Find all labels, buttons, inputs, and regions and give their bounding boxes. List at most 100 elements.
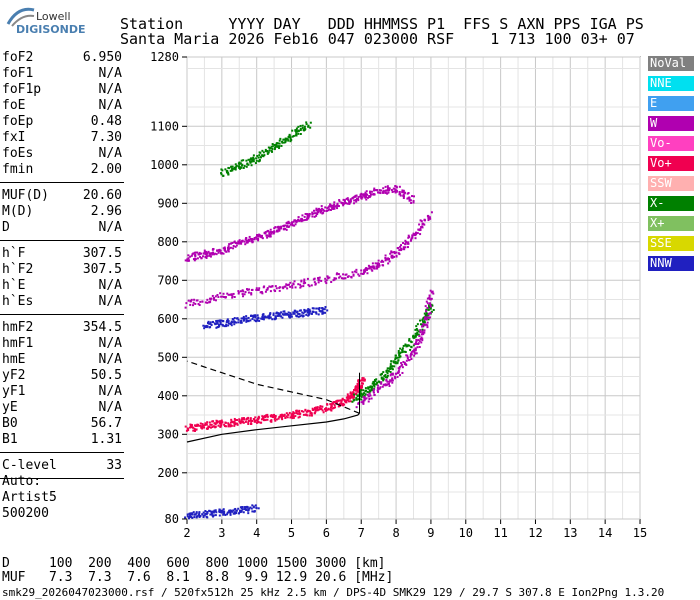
echo-point bbox=[322, 308, 325, 311]
echo-point bbox=[339, 399, 342, 402]
echo-point bbox=[415, 328, 418, 331]
echo-point bbox=[409, 354, 412, 357]
echo-point bbox=[198, 251, 201, 254]
echo-point bbox=[220, 419, 223, 422]
echo-point bbox=[215, 511, 218, 514]
echo-point bbox=[327, 407, 330, 410]
echo-point bbox=[373, 382, 376, 385]
echo-point bbox=[273, 318, 276, 321]
echo-point bbox=[329, 208, 332, 211]
echo-point bbox=[231, 295, 234, 298]
echo-point bbox=[430, 297, 433, 300]
echo-point bbox=[391, 251, 394, 254]
echo-point bbox=[349, 395, 352, 398]
echo-point bbox=[370, 268, 373, 271]
echo-point bbox=[325, 409, 328, 412]
param-yf2: yF2 50.5 bbox=[2, 368, 122, 384]
echo-point bbox=[252, 418, 255, 421]
echo-point bbox=[204, 301, 207, 304]
echo-point bbox=[396, 362, 399, 365]
echo-point bbox=[292, 282, 295, 285]
echo-point bbox=[318, 279, 321, 282]
echo-point bbox=[307, 124, 310, 127]
echo-point bbox=[281, 141, 284, 144]
echo-point bbox=[336, 207, 339, 210]
echo-point bbox=[314, 410, 317, 413]
echo-point bbox=[320, 210, 323, 213]
echo-point bbox=[203, 251, 206, 254]
echo-point bbox=[271, 147, 274, 150]
echo-point bbox=[416, 329, 419, 332]
echo-point bbox=[189, 255, 192, 258]
echo-point bbox=[217, 296, 220, 299]
echo-point bbox=[271, 145, 274, 148]
echo-point bbox=[392, 360, 395, 363]
echo-point bbox=[221, 421, 224, 424]
param-value: 354.5 bbox=[82, 320, 122, 335]
echo-point bbox=[357, 383, 360, 386]
echo-point bbox=[245, 237, 248, 240]
echo-point bbox=[219, 323, 222, 326]
echo-point bbox=[395, 361, 398, 364]
echo-point bbox=[276, 145, 279, 148]
echo-point bbox=[349, 400, 352, 403]
echo-point bbox=[411, 195, 414, 198]
echo-point bbox=[287, 311, 290, 314]
echo-point bbox=[422, 320, 425, 323]
echo-point bbox=[420, 341, 423, 344]
echo-point bbox=[414, 237, 417, 240]
echo-point bbox=[254, 420, 257, 423]
echo-point bbox=[234, 245, 237, 248]
echo-point bbox=[402, 193, 405, 196]
echo-point bbox=[360, 392, 363, 395]
echo-point bbox=[194, 302, 197, 305]
echo-point bbox=[313, 412, 316, 415]
echo-point bbox=[228, 247, 231, 250]
echo-point bbox=[333, 404, 336, 407]
echo-point bbox=[311, 307, 314, 310]
echo-point bbox=[357, 196, 360, 199]
echo-point bbox=[368, 392, 371, 395]
echo-point bbox=[250, 507, 253, 510]
echo-point bbox=[362, 271, 365, 274]
echo-point bbox=[386, 369, 389, 372]
echo-point bbox=[364, 191, 367, 194]
echo-point bbox=[384, 383, 387, 386]
echo-point bbox=[422, 323, 425, 326]
echo-point bbox=[258, 287, 261, 290]
echo-point bbox=[262, 417, 265, 420]
echo-point bbox=[414, 328, 417, 331]
echo-point bbox=[381, 385, 384, 388]
echo-point bbox=[311, 310, 314, 313]
echo-point bbox=[299, 315, 302, 318]
echo-point bbox=[207, 320, 210, 323]
echo-point bbox=[311, 215, 314, 218]
echo-point bbox=[386, 185, 389, 188]
echo-point bbox=[222, 247, 225, 250]
echo-point bbox=[284, 312, 287, 315]
echo-point bbox=[278, 227, 281, 230]
echo-point bbox=[342, 402, 345, 405]
echo-point bbox=[405, 359, 408, 362]
echo-point bbox=[334, 406, 337, 409]
echo-point bbox=[235, 418, 238, 421]
echo-point bbox=[250, 292, 253, 295]
echo-point bbox=[380, 377, 383, 380]
echo-point bbox=[275, 229, 278, 232]
echo-point bbox=[184, 425, 187, 428]
param-name: MUF(D) bbox=[2, 188, 49, 203]
echo-point bbox=[317, 207, 320, 210]
x-tick-label: 4 bbox=[253, 526, 260, 540]
echo-point bbox=[363, 378, 366, 381]
echo-point bbox=[222, 513, 225, 516]
echo-point bbox=[413, 351, 416, 354]
param-name: foF1 bbox=[2, 66, 34, 81]
y-tick-label: 300 bbox=[157, 427, 179, 441]
echo-point bbox=[261, 154, 264, 157]
echo-point bbox=[274, 415, 277, 418]
echo-point bbox=[408, 339, 411, 342]
echo-point bbox=[269, 147, 272, 150]
echo-point bbox=[237, 318, 240, 321]
echo-point bbox=[309, 410, 312, 413]
echo-point bbox=[212, 248, 215, 251]
